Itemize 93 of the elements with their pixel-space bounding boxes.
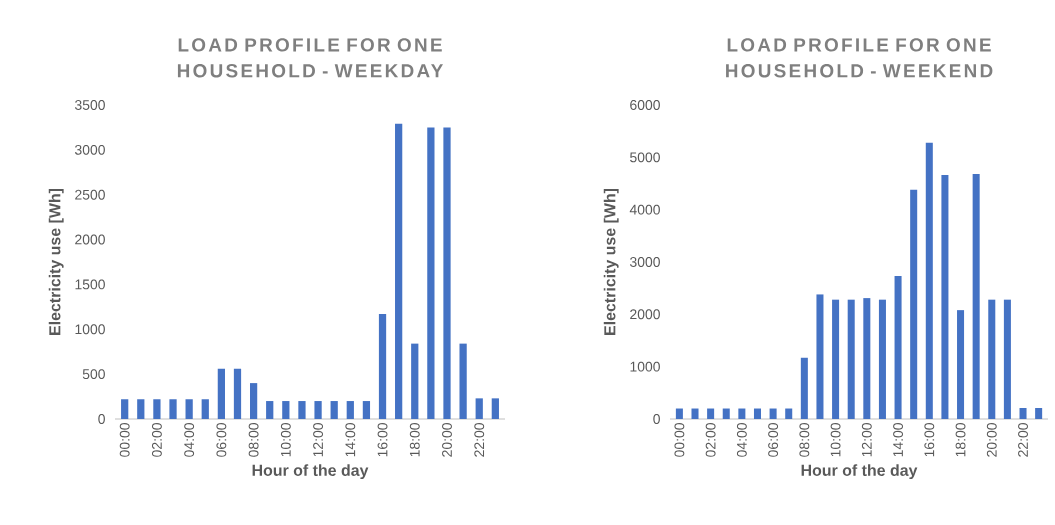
bar [121, 399, 129, 419]
x-tick-label: 18:00 [409, 423, 420, 457]
bar [217, 368, 225, 419]
bar [491, 398, 499, 419]
x-tick-label: 08:00 [799, 423, 810, 457]
y-tick-label: 6000 [630, 100, 660, 110]
x-tick-label: 14:00 [345, 423, 356, 457]
y-tick-label: 0 [653, 414, 660, 424]
bar [675, 408, 683, 419]
y-tick-label: 4000 [629, 204, 660, 215]
bar [910, 189, 918, 419]
chart-title: LOAD PROFILE FOR ONE HOUSEHOLD - WEEKDAY [177, 38, 444, 78]
bar [957, 310, 965, 419]
x-tick-label: 06:00 [768, 423, 779, 457]
bar [691, 408, 699, 419]
bar [201, 399, 209, 419]
bar [185, 399, 193, 419]
y-tick-label: 3000 [630, 257, 660, 267]
y-tick-label: 5000 [630, 152, 660, 163]
bar [314, 401, 322, 419]
x-tick-label: 20:00 [442, 423, 452, 457]
bar [769, 408, 777, 419]
bar [738, 408, 746, 419]
y-tick-label: 2000 [75, 234, 105, 245]
bar [988, 299, 996, 419]
x-tick-label: 08:00 [248, 423, 259, 457]
y-tick-label: 0 [98, 414, 105, 424]
bar [427, 127, 435, 419]
x-tick-label: 02:00 [705, 423, 716, 457]
bar [169, 399, 177, 419]
bar [941, 175, 949, 419]
bar [785, 408, 793, 419]
x-tick-label: 22:00 [1018, 423, 1028, 457]
bar [330, 401, 338, 419]
bar [1035, 408, 1043, 419]
x-tick-label: 10:00 [830, 423, 841, 457]
bar [832, 299, 840, 419]
x-tick-label: 14:00 [893, 423, 903, 457]
y-tick-label: 3000 [74, 144, 105, 155]
bar [249, 383, 258, 419]
x-tick-label: 04:00 [736, 423, 747, 457]
bar [459, 343, 467, 419]
x-axis-title: Hour of the day [801, 464, 918, 480]
bar [153, 399, 161, 419]
y-tick-label: 1500 [75, 279, 105, 290]
y-tick-label: 2500 [75, 189, 105, 200]
bar [894, 276, 902, 419]
x-axis-title: Hour of the day [252, 464, 369, 480]
bar [1019, 408, 1027, 419]
bar [282, 401, 290, 419]
bar [847, 299, 855, 419]
x-tick-label: 00:00 [119, 423, 130, 457]
bar [878, 299, 886, 419]
x-tick-label: 12:00 [861, 423, 872, 457]
bar [707, 408, 715, 419]
y-axis-title: Electricity use [Wh] [603, 188, 619, 335]
x-tick-label: 02:00 [151, 423, 162, 457]
x-tick-label: 20:00 [986, 423, 997, 457]
bar [816, 294, 824, 419]
x-tick-label: 12:00 [313, 423, 324, 457]
bar [233, 368, 242, 419]
x-tick-label: 06:00 [216, 423, 227, 457]
bar [1003, 299, 1011, 419]
bar [443, 127, 451, 419]
bar [475, 398, 483, 419]
y-axis-title: Electricity use [Wh] [48, 188, 64, 335]
y-tick-label: 2000 [630, 309, 660, 320]
bar [137, 399, 145, 419]
bar [298, 401, 306, 419]
bar [266, 401, 274, 419]
y-tick-label: 3500 [74, 100, 105, 110]
bar [395, 123, 403, 419]
x-tick-label: 22:00 [474, 423, 485, 457]
bar [722, 408, 730, 419]
x-tick-label: 16:00 [924, 423, 935, 457]
y-tick-label: 500 [82, 369, 105, 380]
bar [972, 174, 980, 419]
x-tick-label: 16:00 [377, 423, 388, 457]
bar [800, 357, 808, 419]
x-tick-label: 04:00 [184, 423, 195, 457]
bar [362, 401, 371, 419]
bar [925, 142, 933, 419]
bar [411, 343, 419, 419]
x-tick-label: 18:00 [955, 423, 966, 457]
x-tick-label: 10:00 [280, 423, 291, 457]
bar [753, 408, 761, 419]
bar [346, 401, 354, 419]
bar [863, 298, 871, 419]
chart-title: LOAD PROFILE FOR ONE HOUSEHOLD - WEEKEND [726, 38, 993, 78]
x-tick-label: 00:00 [674, 423, 685, 457]
bar [378, 314, 387, 419]
y-tick-label: 1000 [630, 361, 660, 372]
y-tick-label: 1000 [75, 324, 105, 335]
